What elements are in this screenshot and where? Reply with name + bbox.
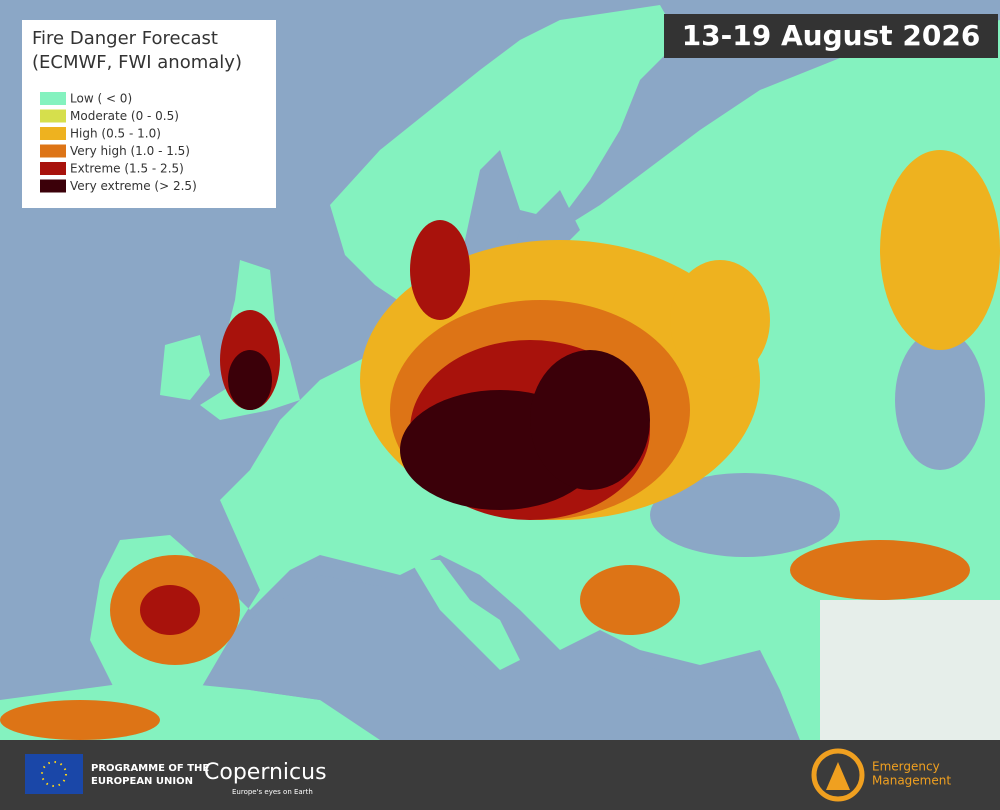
desert [820, 600, 1000, 740]
ireland [160, 335, 210, 400]
programme-text: EUROPEAN UNION [91, 776, 193, 787]
copernicus-tagline: Europe's eyes on Earth [232, 788, 313, 796]
date-box [664, 14, 998, 58]
danger-area [880, 150, 1000, 350]
caspian-sea [895, 330, 985, 470]
danger-area [670, 260, 770, 380]
legend-swatch [40, 109, 66, 123]
mediterranean [250, 575, 790, 740]
danger-area [790, 540, 970, 600]
legend-label: Extreme (1.5 - 2.5) [70, 162, 184, 176]
danger-area [0, 700, 160, 740]
programme-text: PROGRAMME OF THE [91, 763, 209, 774]
fire-danger-areas [0, 150, 1000, 740]
legend-label: Low ( < 0) [70, 92, 132, 106]
danger-area [228, 350, 272, 410]
italy [410, 560, 520, 670]
danger-area [530, 350, 650, 490]
legend-items: Low ( < 0) Moderate (0 - 0.5) High (0.5 - … [40, 92, 197, 193]
legend-label: High (0.5 - 1.0) [70, 127, 161, 141]
legend-title: Fire Danger Forecast [32, 28, 218, 49]
legend-title: (ECMWF, FWI anomaly) [32, 52, 242, 73]
danger-area [140, 585, 200, 635]
legend: Fire Danger Forecast (ECMWF, FWI anomaly… [22, 20, 276, 208]
emergency-text: Management [872, 774, 951, 788]
legend-label: Moderate (0 - 0.5) [70, 109, 179, 123]
legend-swatch [40, 92, 66, 105]
legend-swatch [40, 144, 66, 158]
date-label: 13-19 August 2026 [682, 19, 981, 52]
black-sea [650, 473, 840, 557]
legend-swatch [40, 127, 66, 140]
emergency-logo [811, 748, 865, 802]
legend-swatch [40, 162, 66, 175]
emergency-logo-icon [826, 762, 850, 790]
eu-flag [25, 754, 83, 794]
emergency-text: Emergency [872, 760, 940, 774]
legend-label: Very high (1.0 - 1.5) [70, 144, 190, 158]
legend-label: Very extreme (> 2.5) [70, 179, 197, 193]
footer [0, 740, 1000, 810]
danger-area [580, 565, 680, 635]
eu-stars [41, 761, 67, 787]
legend-swatch [40, 179, 66, 193]
copernicus-logo: Copernicus [204, 760, 327, 785]
danger-area [410, 220, 470, 320]
